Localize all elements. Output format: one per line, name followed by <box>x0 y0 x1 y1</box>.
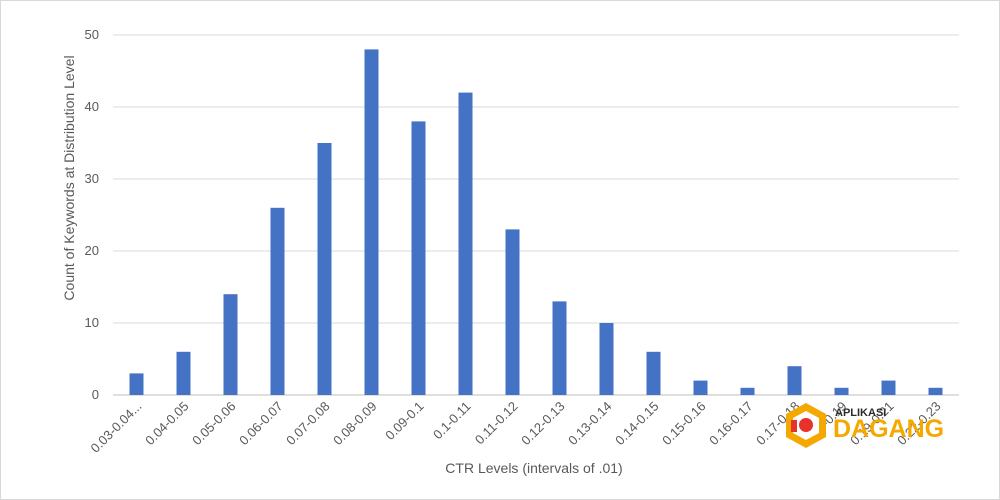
bar <box>740 387 755 395</box>
bar <box>693 380 708 395</box>
bar <box>881 380 896 395</box>
x-tick-label: 0.06-0.07 <box>236 399 285 448</box>
x-tick-label: 0.03-0.04... <box>88 399 145 456</box>
watermark-big-text: DAGANG <box>833 415 944 443</box>
x-tick-label: 0.07-0.08 <box>283 399 332 448</box>
watermark-logo: APLIKASI DAGANG <box>786 403 944 448</box>
x-tick-label: 0.05-0.06 <box>189 399 238 448</box>
y-tick-label: 10 <box>85 315 99 330</box>
dagang-logo-icon <box>786 403 826 448</box>
y-tick-label: 30 <box>85 171 99 186</box>
bar <box>505 229 520 395</box>
x-tick-label: 0.15-0.16 <box>659 399 708 448</box>
bar <box>176 351 191 395</box>
bar <box>646 351 661 395</box>
bar <box>317 143 332 395</box>
x-tick-label: 0.04-0.05 <box>142 399 191 448</box>
bar <box>928 387 943 395</box>
x-tick-label: 0.11-0.12 <box>472 399 521 448</box>
bars <box>129 49 943 396</box>
gridlines <box>113 34 959 396</box>
bar <box>223 294 238 395</box>
bar <box>458 92 473 395</box>
bar <box>552 301 567 395</box>
x-tick-label: 0.12-0.13 <box>518 399 567 448</box>
bar <box>599 323 614 395</box>
bar <box>129 373 144 395</box>
x-tick-label: 0.08-0.09 <box>330 399 379 448</box>
y-axis-title: Count of Keywords at Distribution Level <box>61 55 77 300</box>
y-tick-label: 40 <box>85 99 99 114</box>
y-tick-label: 20 <box>85 243 99 258</box>
bar <box>411 121 426 396</box>
x-tick-label: 0.1-0.11 <box>430 399 474 443</box>
x-axis-title: CTR Levels (intervals of .01) <box>445 460 622 476</box>
bar <box>364 49 379 396</box>
y-tick-label: 0 <box>92 387 99 402</box>
x-tick-label: 0.09-0.1 <box>382 399 426 443</box>
x-tick-label: 0.13-0.14 <box>565 399 614 448</box>
y-tick-label: 50 <box>85 27 99 42</box>
x-tick-label: 0.16-0.17 <box>706 399 755 448</box>
x-tick-label: 0.14-0.15 <box>612 399 661 448</box>
bar <box>787 366 802 395</box>
watermark-small-text: APLIKASI <box>835 407 886 419</box>
y-axis-ticks: 0 10 20 30 40 50 <box>85 27 99 402</box>
bar <box>834 387 849 395</box>
bar <box>270 207 285 395</box>
